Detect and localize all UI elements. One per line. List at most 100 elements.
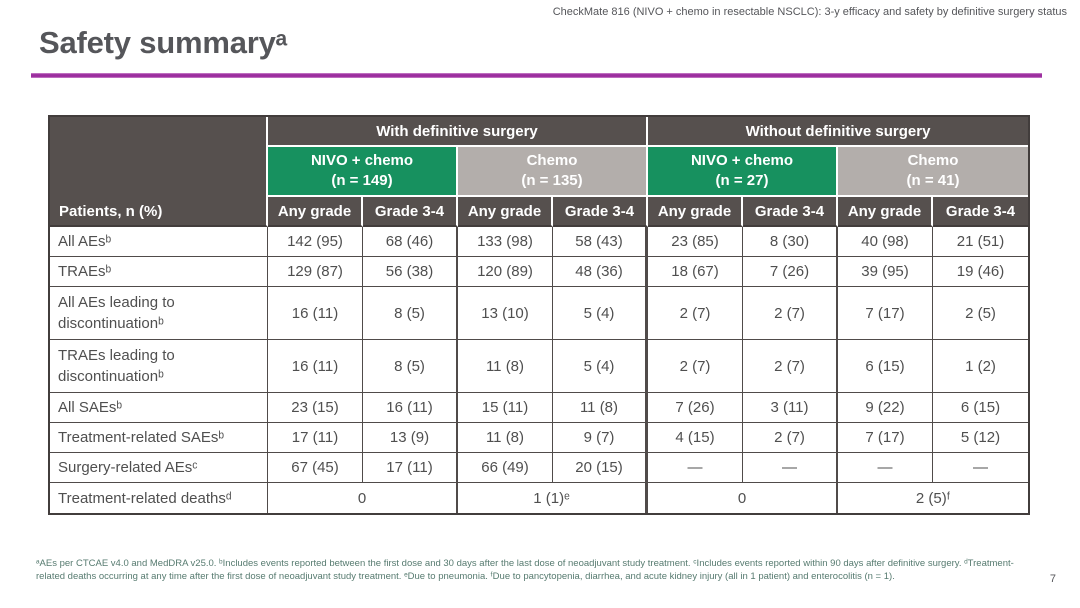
row-label: TRAEs leading to discontinuationᵇ bbox=[50, 340, 268, 393]
group-header-with-surgery: With definitive surgery bbox=[268, 117, 648, 147]
treatment-label: NIVO + chemo bbox=[310, 151, 414, 169]
data-cell: 2 (7) bbox=[743, 287, 838, 340]
data-cell: 1 (1)ᵉ bbox=[458, 483, 648, 513]
data-cell: 120 (89) bbox=[458, 257, 553, 287]
grade-header: Grade 3-4 bbox=[363, 197, 458, 227]
table-row: All SAEsᵇ 23 (15) 16 (11) 15 (11) 11 (8) 7 (2… bbox=[50, 393, 1029, 423]
data-cell: 2 (5)ᶠ bbox=[838, 483, 1029, 513]
row-label: All AEsᵇ bbox=[50, 227, 268, 257]
treatment-header-chemo-135: Chemo (n = 135) bbox=[458, 147, 648, 197]
table-row: All AEs leading to discontinuationᵇ 16 (1… bbox=[50, 287, 1029, 340]
data-cell: 8 (5) bbox=[363, 340, 458, 393]
data-cell: 16 (11) bbox=[363, 393, 458, 423]
treatment-header-chemo-41: Chemo (n = 41) bbox=[838, 147, 1029, 197]
table-row: All AEsᵇ 142 (95) 68 (46) 133 (98) 58 (43) 23… bbox=[50, 227, 1029, 257]
data-cell: 9 (7) bbox=[553, 423, 648, 453]
table-row: TRAEs leading to discontinuationᵇ 16 (11)… bbox=[50, 340, 1029, 393]
data-cell: — bbox=[933, 453, 1029, 483]
treatment-group-row: NIVO + chemo (n = 149) Chemo (n = 135) N… bbox=[50, 147, 1029, 197]
data-cell: 19 (46) bbox=[933, 257, 1029, 287]
row-label: All AEs leading to discontinuationᵇ bbox=[50, 287, 268, 340]
data-cell: 23 (85) bbox=[648, 227, 743, 257]
table-row: Treatment-related SAEsᵇ 17 (11) 13 (9) 11 (… bbox=[50, 423, 1029, 453]
data-cell: 5 (4) bbox=[553, 287, 648, 340]
data-cell: 15 (11) bbox=[458, 393, 553, 423]
data-cell: 9 (22) bbox=[838, 393, 933, 423]
data-cell: 11 (8) bbox=[458, 423, 553, 453]
data-cell: 21 (51) bbox=[933, 227, 1029, 257]
data-cell: 39 (95) bbox=[838, 257, 933, 287]
group-header-without-surgery: Without definitive surgery bbox=[648, 117, 1029, 147]
grade-header: Any grade bbox=[648, 197, 743, 227]
treatment-label: NIVO + chemo bbox=[690, 151, 794, 169]
data-cell: 40 (98) bbox=[838, 227, 933, 257]
header-note: CheckMate 816 (NIVO + chemo in resectabl… bbox=[552, 6, 1067, 18]
table-row: Treatment-related deathsᵈ 0 1 (1)ᵉ 0 2 (5)ᶠ bbox=[50, 483, 1029, 513]
data-cell: 23 (15) bbox=[268, 393, 363, 423]
data-cell: 68 (46) bbox=[363, 227, 458, 257]
footnote: ᵃAEs per CTCAE v4.0 and MedDRA v25.0. ᵇI… bbox=[36, 558, 1014, 583]
data-cell: 0 bbox=[648, 483, 838, 513]
treatment-n: (n = 135) bbox=[521, 172, 583, 189]
title-underline-accent bbox=[31, 73, 1042, 78]
grade-header: Any grade bbox=[458, 197, 553, 227]
data-cell: 2 (5) bbox=[933, 287, 1029, 340]
treatment-n: (n = 27) bbox=[715, 172, 769, 189]
data-cell: 129 (87) bbox=[268, 257, 363, 287]
grade-header: Grade 3-4 bbox=[553, 197, 648, 227]
table-body: All AEsᵇ 142 (95) 68 (46) 133 (98) 58 (43) 23… bbox=[50, 227, 1029, 513]
treatment-header-nivo-chemo-27: NIVO + chemo (n = 27) bbox=[648, 147, 838, 197]
data-cell: 16 (11) bbox=[268, 287, 363, 340]
data-cell: 7 (17) bbox=[838, 423, 933, 453]
safety-table: Patients, n (%) With definitive surgery … bbox=[48, 115, 1031, 515]
data-cell: 11 (8) bbox=[458, 340, 553, 393]
data-cell: 142 (95) bbox=[268, 227, 363, 257]
data-cell: 133 (98) bbox=[458, 227, 553, 257]
data-cell: 1 (2) bbox=[933, 340, 1029, 393]
data-cell: 3 (11) bbox=[743, 393, 838, 423]
data-cell: 16 (11) bbox=[268, 340, 363, 393]
data-cell: 56 (38) bbox=[363, 257, 458, 287]
data-cell: 13 (10) bbox=[458, 287, 553, 340]
treatment-header-nivo-chemo-149: NIVO + chemo (n = 149) bbox=[268, 147, 458, 197]
data-cell: — bbox=[743, 453, 838, 483]
data-cell: 13 (9) bbox=[363, 423, 458, 453]
data-cell: — bbox=[648, 453, 743, 483]
surgery-group-row: Patients, n (%) With definitive surgery … bbox=[50, 117, 1029, 227]
data-cell: 6 (15) bbox=[838, 340, 933, 393]
data-cell: 5 (12) bbox=[933, 423, 1029, 453]
data-cell: 17 (11) bbox=[363, 453, 458, 483]
treatment-label: Chemo bbox=[907, 151, 959, 169]
treatment-n: (n = 41) bbox=[906, 172, 960, 189]
data-cell: 8 (5) bbox=[363, 287, 458, 340]
data-cell: 2 (7) bbox=[743, 340, 838, 393]
data-cell: 17 (11) bbox=[268, 423, 363, 453]
data-cell: 2 (7) bbox=[648, 287, 743, 340]
row-label: Surgery-related AEsᶜ bbox=[50, 453, 268, 483]
data-cell: — bbox=[838, 453, 933, 483]
page-number: 7 bbox=[1049, 573, 1056, 585]
data-cell: 7 (26) bbox=[743, 257, 838, 287]
treatment-n: (n = 149) bbox=[331, 172, 393, 189]
data-cell: 7 (17) bbox=[838, 287, 933, 340]
grade-header: Any grade bbox=[268, 197, 363, 227]
data-cell: 0 bbox=[268, 483, 458, 513]
corner-label: Patients, n (%) bbox=[50, 117, 268, 227]
grade-header: Grade 3-4 bbox=[933, 197, 1029, 227]
treatment-label: Chemo bbox=[526, 151, 578, 169]
data-cell: 48 (36) bbox=[553, 257, 648, 287]
table-row: TRAEsᵇ 129 (87) 56 (38) 120 (89) 48 (36) 18 (… bbox=[50, 257, 1029, 287]
data-cell: 20 (15) bbox=[553, 453, 648, 483]
data-cell: 6 (15) bbox=[933, 393, 1029, 423]
row-label: TRAEsᵇ bbox=[50, 257, 268, 287]
row-label: Treatment-related deathsᵈ bbox=[50, 483, 268, 513]
grade-header: Grade 3-4 bbox=[743, 197, 838, 227]
data-cell: 11 (8) bbox=[553, 393, 648, 423]
data-cell: 8 (30) bbox=[743, 227, 838, 257]
row-label: All SAEsᵇ bbox=[50, 393, 268, 423]
data-cell: 58 (43) bbox=[553, 227, 648, 257]
data-cell: 7 (26) bbox=[648, 393, 743, 423]
row-label: Treatment-related SAEsᵇ bbox=[50, 423, 268, 453]
data-cell: 4 (15) bbox=[648, 423, 743, 453]
